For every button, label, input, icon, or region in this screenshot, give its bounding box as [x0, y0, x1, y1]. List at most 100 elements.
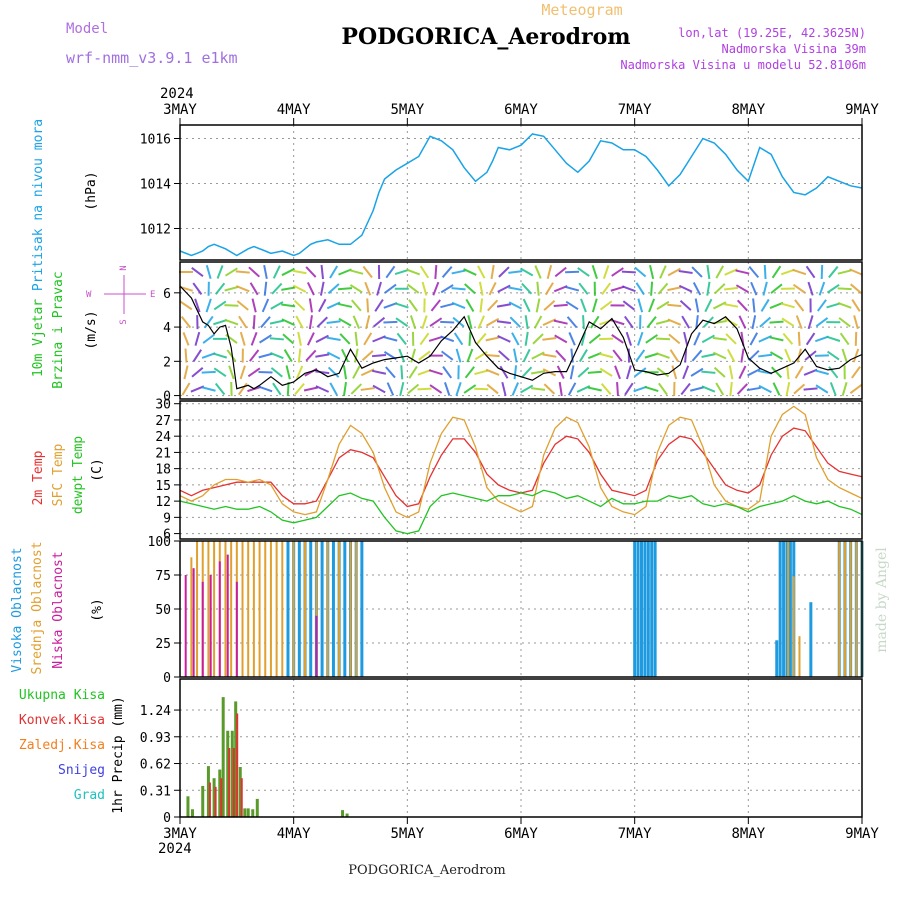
- wind-arrow: [475, 332, 487, 345]
- wind-arrow: [655, 337, 670, 341]
- precip-bar: [206, 766, 210, 817]
- wind-arrow: [691, 266, 703, 278]
- precip-total-label: Ukupna Kisa: [19, 688, 105, 703]
- wind-arrow: [511, 332, 520, 346]
- wind-direction-arrows: [179, 264, 863, 397]
- precip-hail-label: Grad: [74, 788, 105, 803]
- wind-arrow: [726, 348, 736, 363]
- cloud-bar: [778, 541, 782, 677]
- y-tick-label: 0: [163, 671, 171, 686]
- y-tick-label: 9: [163, 511, 171, 526]
- wind-arrow: [602, 265, 610, 279]
- cloud-bar: [788, 541, 792, 677]
- wind-arrow: [213, 367, 227, 378]
- wind-arrow: [497, 335, 511, 343]
- y-tick-label: 1012: [140, 223, 171, 238]
- wind-arrow: [704, 298, 713, 313]
- precip-bar: [236, 713, 239, 817]
- wind-arrow: [486, 383, 499, 395]
- wind-arrow: [649, 264, 655, 280]
- cloud-bar: [269, 541, 272, 677]
- wind-arrow: [354, 331, 359, 346]
- wind-arrow: [553, 319, 568, 325]
- precip-bar: [240, 778, 243, 817]
- wind-arrow: [736, 383, 748, 395]
- wind-arrow: [656, 300, 670, 310]
- wind-arrow: [565, 285, 580, 292]
- wind-arrow: [283, 349, 293, 363]
- wind-arrow: [554, 334, 568, 344]
- wind-arrow: [498, 266, 510, 278]
- wind-arrow: [395, 317, 409, 327]
- wind-arrow: [837, 287, 852, 291]
- precip-bar: [212, 778, 216, 817]
- wind-arrow: [292, 269, 307, 275]
- wind-arrow: [337, 287, 353, 291]
- wind-arrow: [385, 366, 396, 379]
- cloud-bar: [639, 541, 643, 677]
- wind-arrow: [546, 264, 553, 280]
- wind-arrow: [544, 282, 554, 296]
- wind-arrow: [271, 282, 283, 295]
- temp-unit: (C): [90, 458, 105, 481]
- y-tick-label: 25: [155, 637, 171, 652]
- wind-arrow: [667, 303, 682, 308]
- wind-arrow: [452, 316, 465, 328]
- wind-arrow: [853, 315, 859, 330]
- wind-arrow: [417, 387, 432, 391]
- cloud-bar: [787, 541, 790, 677]
- panel-frame-pressure: [179, 124, 863, 261]
- model-elevation-info: Nadmorska Visina u modelu 52.8106m: [620, 58, 866, 72]
- wind-arrow: [646, 316, 657, 329]
- wind-arrow: [306, 332, 315, 346]
- wind-arrow: [740, 348, 745, 363]
- wind-arrow: [624, 315, 634, 329]
- wind-arrow: [542, 353, 557, 358]
- wind-arrow: [614, 365, 621, 380]
- wind-arrow: [508, 270, 523, 274]
- wind-arrow: [383, 320, 398, 324]
- cloud-bar: [315, 615, 318, 677]
- wind-arrow: [534, 265, 542, 279]
- wind-arrow: [555, 349, 567, 362]
- wind-arrow: [352, 365, 361, 379]
- wind-arrow: [611, 267, 624, 277]
- wind-arrow: [758, 335, 772, 343]
- y-tick-label: 0.93: [140, 731, 171, 746]
- wind-arrow: [226, 349, 237, 362]
- cloud-bar: [258, 541, 261, 677]
- wind-arrow: [715, 382, 725, 396]
- wind-arrow: [818, 281, 826, 296]
- wind-arrow: [681, 315, 691, 329]
- precip-bar: [246, 808, 250, 817]
- wind-arrow: [371, 353, 387, 358]
- wind-arrow: [803, 387, 818, 391]
- wind-arrow: [429, 384, 443, 394]
- y-tick-label: 0: [163, 811, 171, 826]
- wind-arrow: [374, 299, 384, 312]
- wind-arrow: [532, 333, 544, 345]
- wind-arrow: [679, 299, 692, 311]
- wind-arrow: [249, 282, 259, 296]
- year-bottom: 2024: [158, 841, 192, 857]
- temp2m-label: 2m Temp: [31, 450, 46, 505]
- wind-arrow: [214, 382, 226, 396]
- y-tick-label: 75: [155, 569, 171, 584]
- wind-arrow: [315, 334, 329, 343]
- wind-arrow: [690, 367, 704, 377]
- wind-arrow: [406, 283, 420, 294]
- wind-arrow: [712, 351, 727, 360]
- wind-arrow: [624, 382, 634, 396]
- wind-arrow: [599, 337, 614, 341]
- cloud-bar: [785, 541, 789, 677]
- wind-arrow: [706, 281, 711, 296]
- wind-arrow: [338, 317, 352, 327]
- wind-arrow: [826, 283, 840, 294]
- wind-arrow: [580, 298, 587, 313]
- wind-arrow: [536, 281, 540, 296]
- wind-arrow: [780, 302, 795, 309]
- wind-arrow: [587, 386, 602, 392]
- precip-bar: [214, 786, 217, 817]
- cloud-bar: [320, 541, 324, 677]
- wind-arrow: [263, 281, 268, 296]
